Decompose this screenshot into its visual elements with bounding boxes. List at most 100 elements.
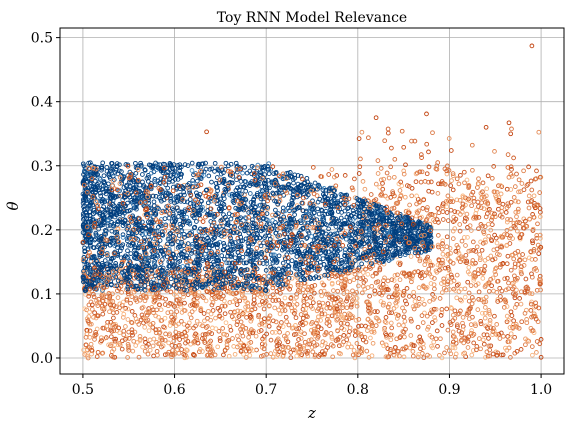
orange-point	[445, 327, 451, 333]
blue-point	[176, 233, 182, 238]
orange-point	[536, 251, 542, 256]
orange-point	[338, 297, 343, 303]
orange-point	[435, 242, 441, 248]
orange-point	[100, 311, 106, 317]
orange-point	[365, 328, 370, 333]
orange-point	[325, 301, 331, 306]
orange-point	[294, 342, 300, 347]
orange-point	[487, 318, 493, 323]
orange-point	[537, 281, 543, 287]
orange-point	[482, 257, 488, 263]
orange-point	[513, 209, 519, 215]
orange-point	[304, 351, 310, 356]
orange-point	[469, 301, 475, 307]
orange-point	[126, 336, 132, 341]
orange-point	[232, 351, 238, 357]
orange-point	[283, 337, 289, 342]
orange-point	[422, 310, 427, 316]
orange-point	[218, 291, 224, 296]
orange-point	[410, 353, 416, 359]
orange-point	[270, 330, 275, 335]
orange-point	[213, 315, 218, 321]
orange-point	[353, 317, 359, 323]
orange-point	[206, 308, 211, 314]
blue-point	[100, 160, 106, 166]
orange-point	[104, 323, 110, 329]
orange-point	[419, 351, 425, 356]
orange-point	[415, 303, 421, 309]
orange-point	[294, 301, 300, 307]
orange-point	[437, 352, 442, 358]
orange-point	[511, 318, 516, 324]
orange-point	[316, 354, 322, 359]
orange-point	[257, 322, 263, 328]
orange-point	[511, 256, 517, 262]
orange-point	[482, 310, 488, 316]
orange-point	[409, 318, 414, 324]
orange-point	[203, 298, 209, 304]
orange-point	[188, 341, 193, 347]
blue-point	[316, 211, 322, 217]
orange-point	[286, 322, 292, 328]
orange-point	[506, 345, 512, 351]
orange-point	[372, 288, 378, 294]
orange-point	[480, 276, 486, 281]
orange-point	[491, 326, 496, 331]
orange-point	[138, 317, 144, 323]
orange-point	[201, 311, 207, 316]
orange-point	[475, 199, 481, 205]
orange-point	[121, 332, 127, 338]
orange-point	[499, 184, 505, 189]
orange-point	[476, 204, 481, 209]
orange-point	[478, 321, 484, 327]
orange-point	[179, 347, 184, 352]
orange-point	[221, 352, 226, 358]
orange-point	[294, 295, 299, 300]
blue-point	[315, 206, 321, 212]
orange-point	[151, 336, 157, 342]
orange-point	[117, 330, 122, 336]
orange-point	[434, 328, 440, 334]
blue-point	[359, 261, 364, 267]
orange-point	[246, 334, 251, 340]
orange-point	[227, 324, 233, 329]
orange-point	[512, 264, 518, 270]
orange-point	[380, 281, 386, 287]
orange-point	[391, 306, 397, 311]
orange-point	[132, 329, 138, 335]
orange-point	[496, 331, 502, 337]
orange-point	[131, 338, 137, 344]
orange-point	[219, 296, 224, 302]
orange-point	[504, 261, 510, 267]
orange-point	[131, 289, 137, 295]
orange-point	[452, 308, 458, 314]
orange-point	[383, 354, 389, 360]
orange-point	[98, 335, 104, 341]
orange-point	[402, 318, 408, 324]
orange-point	[454, 242, 460, 248]
orange-point	[350, 352, 356, 358]
blue-point	[264, 211, 270, 216]
orange-point	[240, 327, 246, 332]
orange-point	[404, 286, 410, 291]
orange-point	[464, 177, 470, 183]
orange-point	[337, 343, 342, 349]
orange-point	[285, 331, 290, 336]
orange-point	[293, 331, 299, 337]
orange-point	[217, 335, 223, 341]
orange-point	[389, 277, 395, 283]
orange-point	[501, 333, 506, 339]
orange-point	[120, 307, 125, 313]
orange-point	[106, 291, 112, 296]
orange-point	[513, 198, 519, 204]
orange-point	[96, 296, 102, 302]
orange-point	[174, 298, 180, 303]
orange-point	[407, 345, 413, 351]
orange-point	[450, 342, 456, 347]
orange-point	[288, 350, 294, 355]
orange-point	[189, 309, 195, 315]
orange-point	[313, 187, 318, 192]
orange-point	[426, 324, 431, 330]
orange-point	[140, 293, 146, 298]
orange-point	[514, 324, 520, 330]
